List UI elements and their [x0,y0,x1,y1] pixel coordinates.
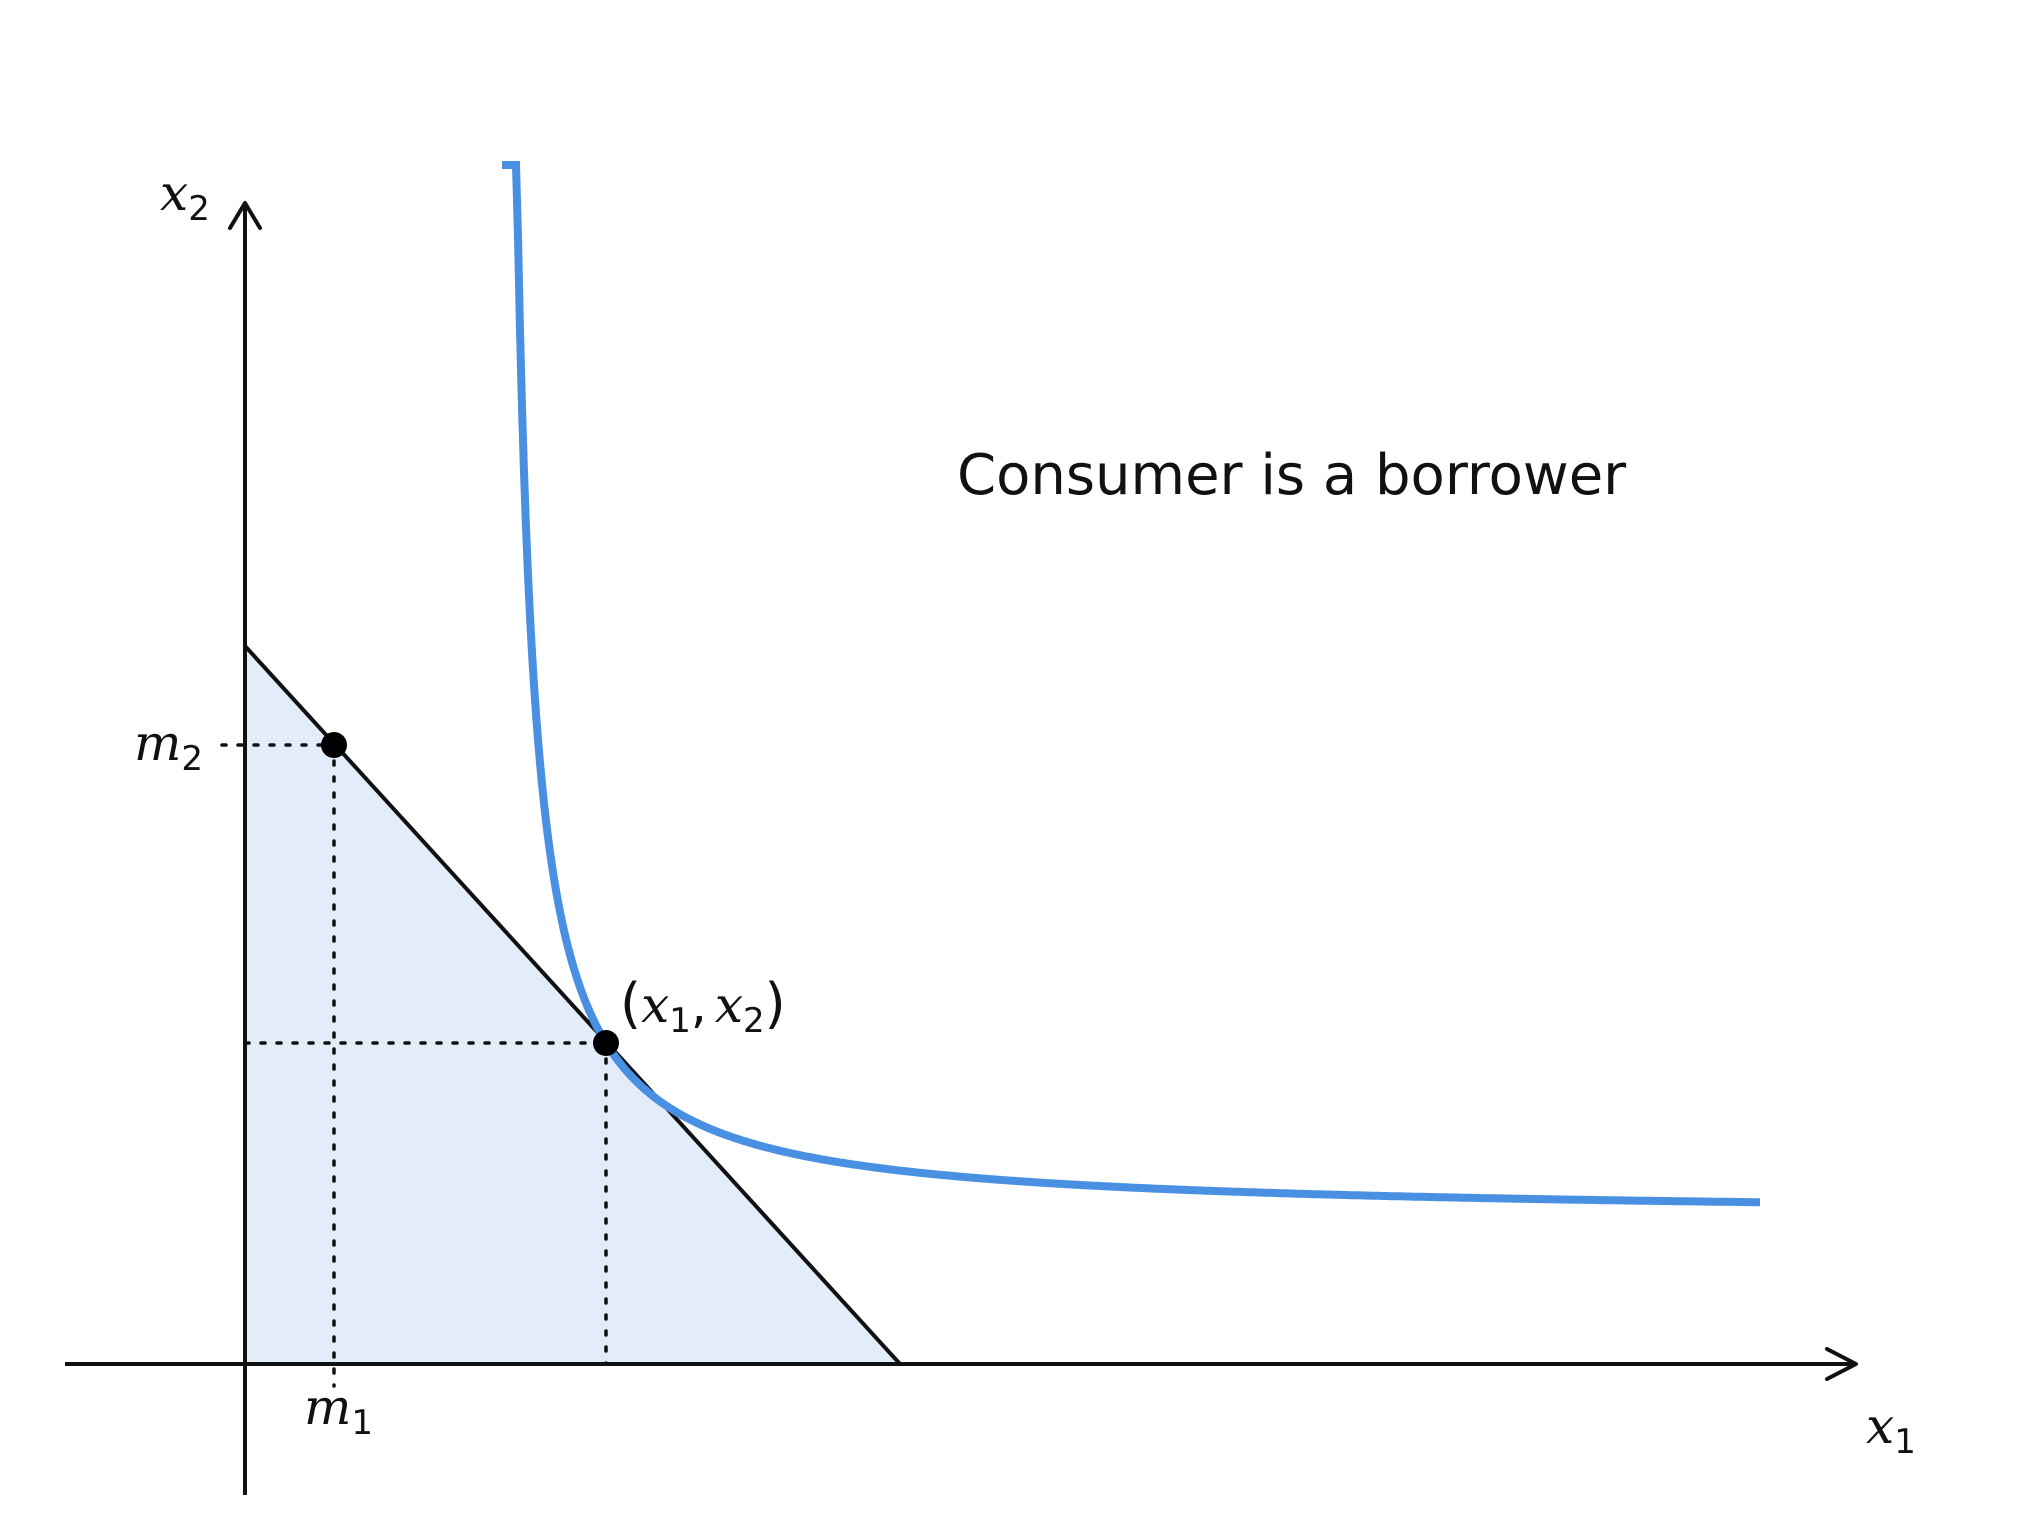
optimum-point [593,1030,619,1056]
borrower-annotation: Consumer is a borrower [957,443,1627,508]
endowment-m2-label: m2 [134,714,203,779]
budget-line [243,644,902,1366]
x-axis-label: x1 [1866,1397,1916,1462]
x-axis-arrowhead [1825,1347,1858,1381]
y-axis-arrowhead [228,201,262,230]
optimum-label: (x1, x2) [620,972,786,1041]
indifference-curve [502,161,1760,1207]
y-axis-label: x2 [160,164,210,229]
endowment-m1-label: m1 [304,1378,373,1443]
endowment-point [321,732,347,758]
